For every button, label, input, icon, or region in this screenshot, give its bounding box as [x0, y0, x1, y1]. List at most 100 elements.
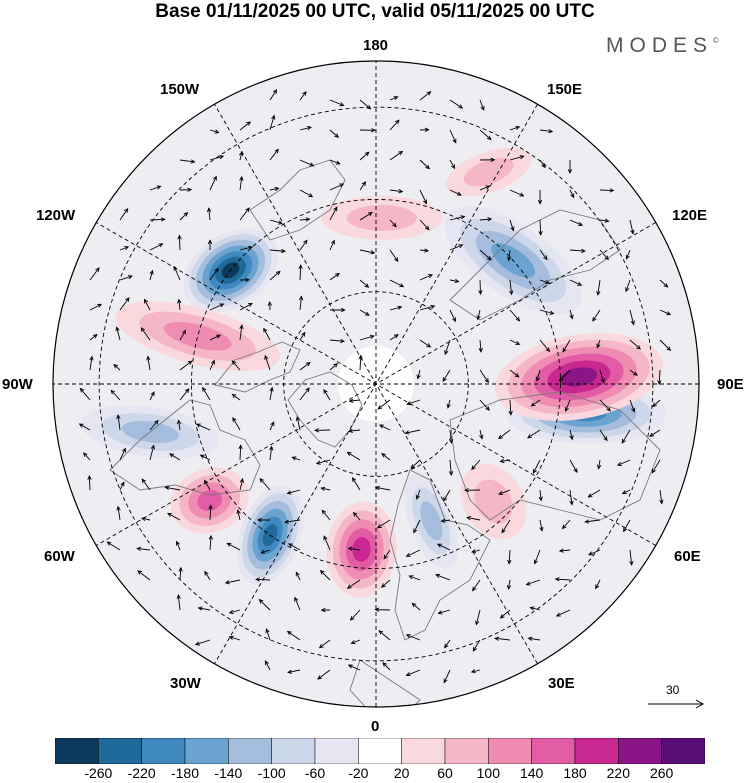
- colorbar-swatch: [228, 738, 272, 764]
- wind-vector: [595, 579, 601, 590]
- wind-vector: [651, 459, 661, 474]
- wind-vector: [449, 129, 457, 144]
- wind-vector: [314, 428, 331, 433]
- wind-vector: [561, 519, 571, 530]
- wind-vector: [448, 459, 454, 476]
- wind-vector: [204, 570, 211, 581]
- wind-vector: [463, 488, 481, 493]
- wind-vector: [299, 361, 311, 371]
- wind-vector: [238, 444, 243, 461]
- wind-vector: [318, 639, 331, 649]
- wind-vector: [323, 388, 331, 401]
- wind-vector: [136, 546, 151, 551]
- wind-vector: [404, 429, 421, 435]
- wind-vector: [509, 279, 514, 296]
- wind-vector: [89, 334, 98, 341]
- wind-vector: [381, 452, 391, 461]
- wind-vector: [416, 369, 421, 380]
- wind-vector: [346, 579, 361, 589]
- wind-vector: [657, 369, 662, 386]
- colorbar-swatch: [574, 738, 619, 764]
- siberia-coastline: [449, 209, 621, 321]
- wind-vector: [146, 355, 151, 371]
- wind-vector: [79, 387, 91, 401]
- wind-vector: [623, 519, 631, 533]
- wind-vector: [652, 399, 661, 408]
- wind-vector: [269, 248, 286, 254]
- wind-vector: [509, 369, 520, 378]
- colorbar-swatch: [444, 738, 489, 764]
- wind-vector: [269, 148, 279, 161]
- wind-vector: [179, 187, 193, 192]
- wind-vector: [625, 279, 631, 293]
- wind-vector: [179, 159, 196, 164]
- wind-vector: [599, 429, 608, 442]
- colorbar-tick-label: 20: [393, 765, 410, 781]
- wind-vector: [506, 579, 512, 590]
- wind-vector: [479, 399, 490, 411]
- wind-vector: [299, 331, 306, 341]
- lon-label-90e: 90E: [717, 376, 744, 393]
- wind-vector: [269, 89, 278, 101]
- wind-vector: [599, 369, 605, 384]
- wind-vector: [382, 662, 391, 671]
- wind-vector: [299, 159, 315, 167]
- colorbar-swatch: [271, 738, 316, 764]
- wind-vector: [389, 219, 397, 228]
- wind-vector: [411, 602, 421, 611]
- wind-vector: [448, 429, 454, 444]
- wind-vector: [113, 363, 121, 371]
- anomaly-center-8: [170, 467, 249, 534]
- wind-vector: [207, 239, 213, 251]
- wind-vector: [471, 549, 481, 554]
- wind-vector: [499, 609, 511, 619]
- wind-vector: [588, 549, 601, 556]
- wind-vector: [298, 295, 304, 311]
- wind-vector: [236, 509, 241, 521]
- colorbar-swatch: [531, 738, 576, 764]
- colorbar-labels: -260 -220 -180 -140 -100 -60 -20 20 60 100 140 180 2…: [0, 765, 750, 783]
- wind-vector: [596, 339, 601, 349]
- wind-vector: [539, 309, 555, 315]
- wind-vector: [329, 129, 340, 138]
- wind-vector: [329, 206, 338, 221]
- wind-vector: [258, 598, 271, 611]
- wind-vector: [659, 489, 664, 505]
- wind-vector: [380, 579, 391, 588]
- wind-vector: [405, 634, 421, 641]
- wind-vector: [389, 305, 403, 311]
- lon-label-0: 0: [371, 718, 380, 735]
- wind-vector: [498, 489, 511, 495]
- wind-vector: [659, 339, 672, 352]
- wind-vector: [350, 639, 361, 645]
- wind-vector: [269, 421, 275, 431]
- wind-vector: [269, 186, 280, 192]
- lon-label-180: 180: [363, 37, 389, 54]
- wind-vector: [539, 249, 548, 261]
- wind-vector: [444, 639, 451, 649]
- wind-vector: [475, 609, 481, 626]
- wind-vector: [629, 219, 635, 235]
- reference-vector-arrow: [648, 699, 705, 709]
- lon-label-120e: 120E: [672, 207, 708, 224]
- wind-vector: [629, 549, 634, 566]
- wind-vector: [415, 489, 421, 500]
- colorbar-swatch: [141, 738, 186, 764]
- wind-vector: [194, 639, 211, 646]
- modes-logo: MODES©: [606, 34, 719, 58]
- wind-vector: [359, 151, 370, 161]
- wind-vector: [498, 429, 511, 440]
- wind-vector: [389, 96, 399, 101]
- colorbar-swatch: [488, 738, 532, 764]
- colorbar-tick-label: -180: [170, 765, 200, 781]
- wind-vector: [435, 573, 451, 581]
- wind-vector: [509, 219, 515, 232]
- wind-vector: [359, 279, 370, 288]
- wind-vector: [239, 324, 244, 341]
- wind-vector: [110, 389, 121, 401]
- wind-vector: [466, 515, 481, 521]
- wind-vector: [596, 279, 601, 296]
- wind-vector: [178, 566, 183, 581]
- anomaly-center-9: [115, 301, 281, 372]
- wind-vector: [419, 304, 436, 311]
